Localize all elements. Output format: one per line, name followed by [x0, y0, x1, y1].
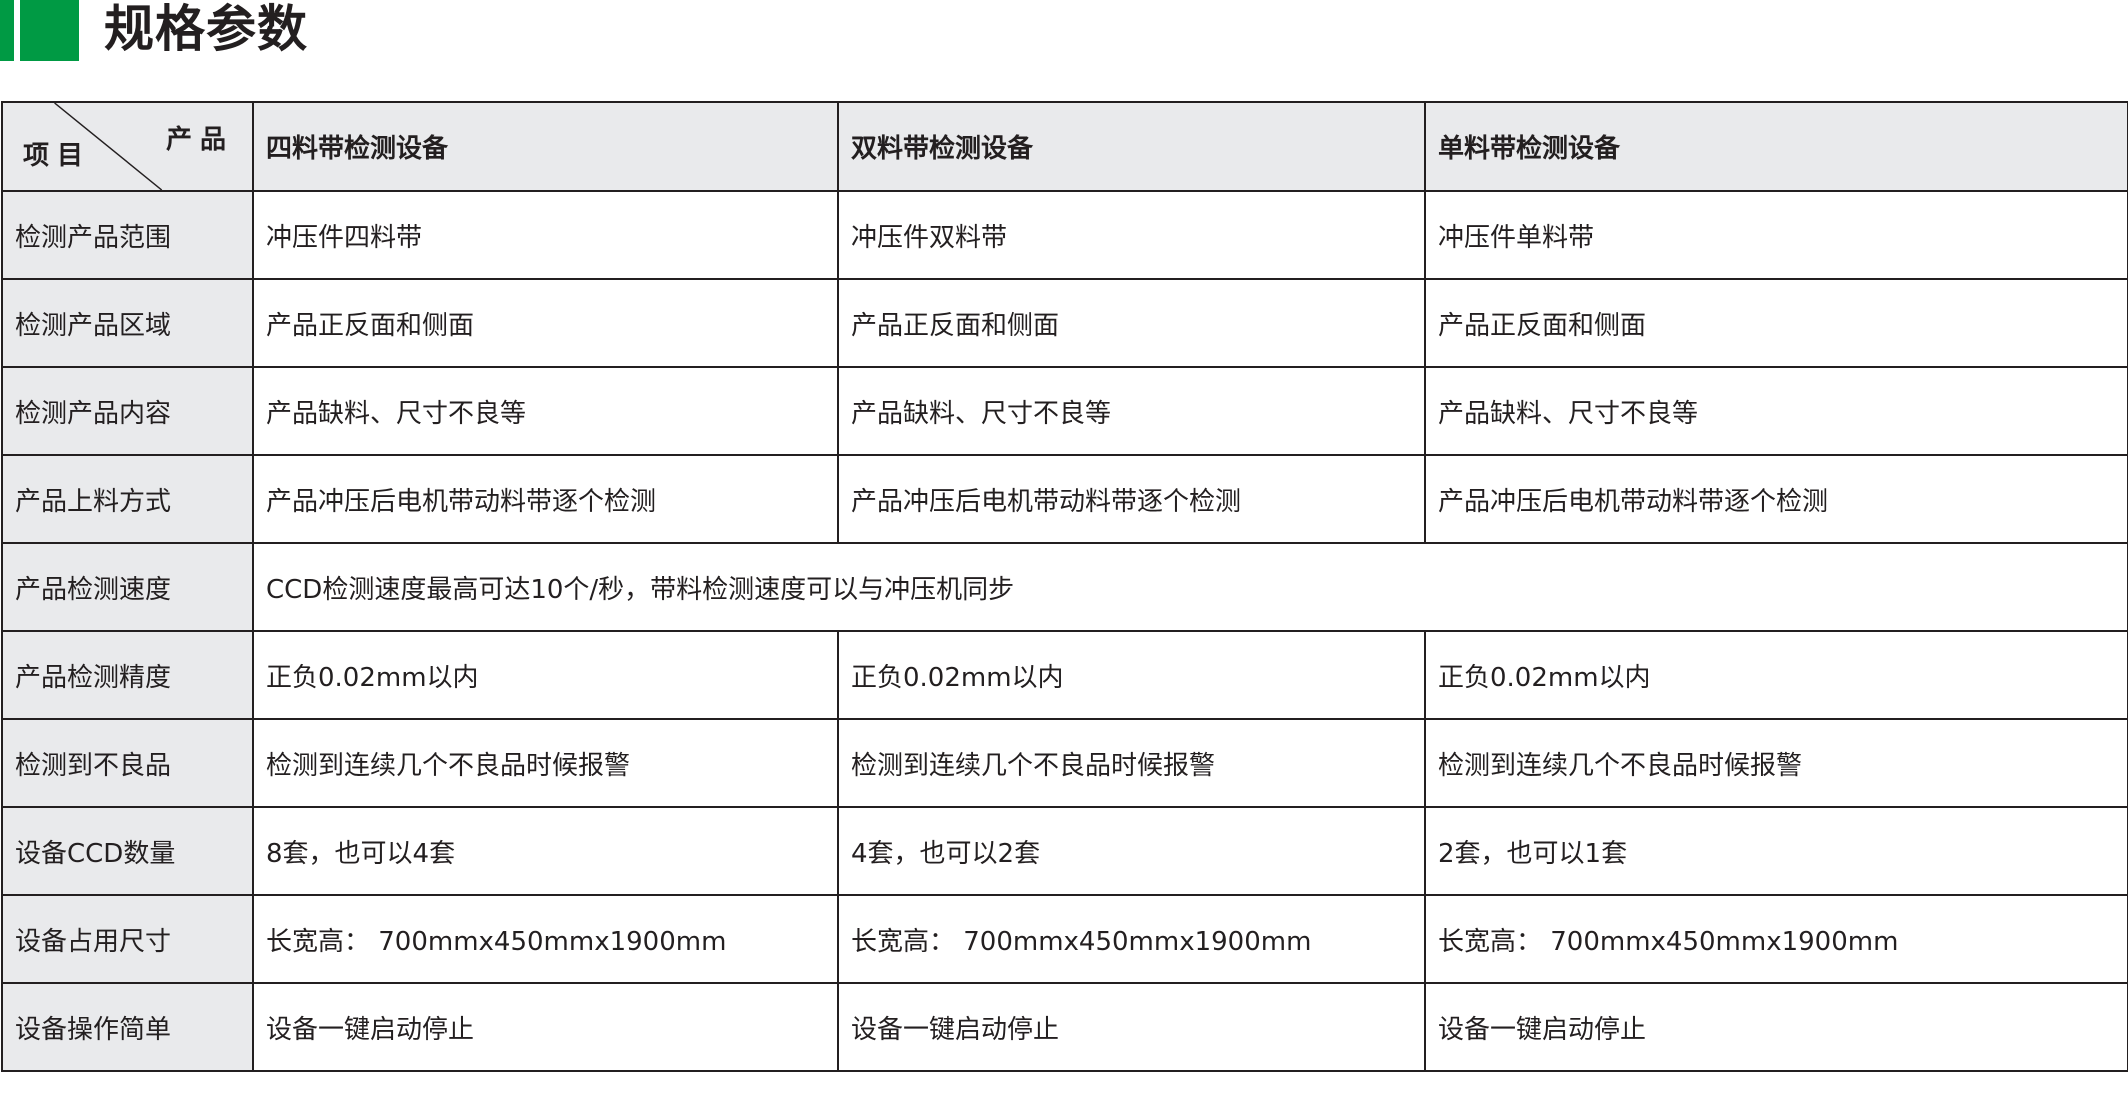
- table-row: 产品上料方式 产品冲压后电机带动料带逐个检测 产品冲压后电机带动料带逐个检测 产品冲压…: [1, 454, 2128, 544]
- row-label: 检测产品区域: [1, 278, 254, 368]
- table-cell: 产品正反面和侧面: [252, 278, 839, 368]
- table-cell: 4套，也可以2套: [837, 806, 1426, 896]
- table-cell: 产品缺料、尺寸不良等: [252, 366, 839, 456]
- table-cell: 长宽高： 700mmx450mmx1900mm: [1424, 894, 2128, 984]
- table-row: 检测到不良品 检测到连续几个不良品时候报警 检测到连续几个不良品时候报警 检测到连续几…: [1, 718, 2128, 808]
- table-cell: 检测到连续几个不良品时候报警: [1424, 718, 2128, 808]
- spec-table: 产品 项目 四料带检测设备 双料带检测设备 单料带检测设备 检测产品范围 冲压件四…: [1, 101, 2128, 1072]
- table-cell: 产品正反面和侧面: [837, 278, 1426, 368]
- table-cell: 设备一键启动停止: [252, 982, 839, 1072]
- row-label: 检测到不良品: [1, 718, 254, 808]
- column-header: 四料带检测设备: [252, 101, 839, 192]
- table-row: 检测产品区域 产品正反面和侧面 产品正反面和侧面 产品正反面和侧面: [1, 278, 2128, 368]
- corner-item-label: 项目: [23, 141, 92, 171]
- column-header: 单料带检测设备: [1424, 101, 2128, 192]
- table-cell: 冲压件双料带: [837, 190, 1426, 280]
- table-cell: 设备一键启动停止: [1424, 982, 2128, 1072]
- row-label: 设备操作简单: [1, 982, 254, 1072]
- table-cell: 长宽高： 700mmx450mmx1900mm: [252, 894, 839, 984]
- table-row: 产品检测精度 正负0.02mm以内 正负0.02mm以内 正负0.02mm以内: [1, 630, 2128, 720]
- table-cell: 长宽高： 700mmx450mmx1900mm: [837, 894, 1426, 984]
- table-cell: 冲压件四料带: [252, 190, 839, 280]
- table-cell: 产品缺料、尺寸不良等: [837, 366, 1426, 456]
- table-cell: 检测到连续几个不良品时候报警: [252, 718, 839, 808]
- diagonal-divider: [54, 103, 163, 190]
- table-cell: 产品正反面和侧面: [1424, 278, 2128, 368]
- table-cell: 产品缺料、尺寸不良等: [1424, 366, 2128, 456]
- table-row: 设备操作简单 设备一键启动停止 设备一键启动停止 设备一键启动停止: [1, 982, 2128, 1072]
- table-cell: 设备一键启动停止: [837, 982, 1426, 1072]
- corner-cell: 产品 项目: [1, 101, 254, 192]
- corner-product-label: 产品: [165, 125, 234, 155]
- table-row: 设备占用尺寸 长宽高： 700mmx450mmx1900mm 长宽高： 700mmx…: [1, 894, 2128, 984]
- table-cell: 8套，也可以4套: [252, 806, 839, 896]
- table-row: 检测产品范围 冲压件四料带 冲压件双料带 冲压件单料带: [1, 190, 2128, 280]
- row-label: 设备CCD数量: [1, 806, 254, 896]
- table-cell: 正负0.02mm以内: [1424, 630, 2128, 720]
- table-cell: 产品冲压后电机带动料带逐个检测: [837, 454, 1426, 544]
- table-cell: 冲压件单料带: [1424, 190, 2128, 280]
- table-cell: 2套，也可以1套: [1424, 806, 2128, 896]
- table-cell: 正负0.02mm以内: [252, 630, 839, 720]
- row-label: 产品检测精度: [1, 630, 254, 720]
- merged-cell: CCD检测速度最高可达10个/秒，带料检测速度可以与冲压机同步: [252, 542, 2128, 632]
- row-label: 产品检测速度: [1, 542, 254, 632]
- table-row: 产品检测速度 CCD检测速度最高可达10个/秒，带料检测速度可以与冲压机同步: [1, 542, 2128, 632]
- table-row: 设备CCD数量 8套，也可以4套 4套，也可以2套 2套，也可以1套: [1, 806, 2128, 896]
- table-row: 检测产品内容 产品缺料、尺寸不良等 产品缺料、尺寸不良等 产品缺料、尺寸不良等: [1, 366, 2128, 456]
- row-label: 设备占用尺寸: [1, 894, 254, 984]
- table-header-row: 产品 项目 四料带检测设备 双料带检测设备 单料带检测设备: [1, 101, 2128, 192]
- row-label: 检测产品范围: [1, 190, 254, 280]
- table-cell: 正负0.02mm以内: [837, 630, 1426, 720]
- row-label: 产品上料方式: [1, 454, 254, 544]
- accent-bar-thin: [0, 0, 14, 61]
- row-label: 检测产品内容: [1, 366, 254, 456]
- table-cell: 产品冲压后电机带动料带逐个检测: [252, 454, 839, 544]
- accent-bar-wide: [20, 0, 79, 61]
- table-cell: 检测到连续几个不良品时候报警: [837, 718, 1426, 808]
- table-cell: 产品冲压后电机带动料带逐个检测: [1424, 454, 2128, 544]
- column-header: 双料带检测设备: [837, 101, 1426, 192]
- page-title: 规格参数: [104, 0, 308, 58]
